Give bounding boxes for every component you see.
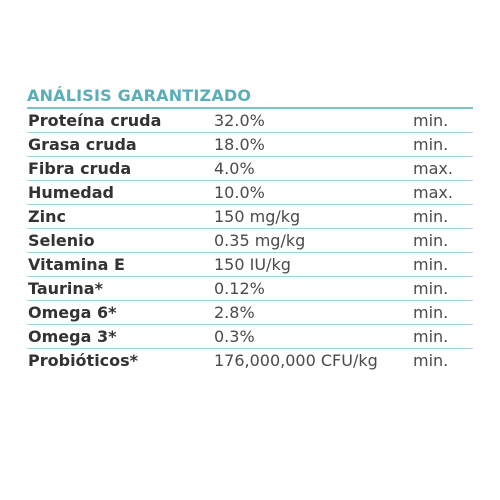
analysis-title: ANÁLISIS GARANTIZADO (27, 86, 252, 105)
nutrient-value: 0.35 mg/kg (214, 231, 306, 250)
nutrient-qualifier: min. (413, 207, 449, 226)
nutrient-name: Selenio (28, 231, 95, 250)
nutrient-qualifier: min. (413, 351, 449, 370)
nutrient-value: 32.0% (214, 111, 265, 130)
table-row: Probióticos* 176,000,000 CFU/kg min. (27, 349, 473, 372)
nutrient-qualifier: max. (413, 159, 453, 178)
table-row: Taurina* 0.12% min. (27, 277, 473, 301)
table-row: Proteína cruda 32.0% min. (27, 109, 473, 133)
nutrient-qualifier: min. (413, 327, 449, 346)
nutrient-qualifier: min. (413, 231, 449, 250)
nutrient-qualifier: max. (413, 183, 453, 202)
nutrient-name: Humedad (28, 183, 115, 202)
table-row: Omega 6* 2.8% min. (27, 301, 473, 325)
nutrient-value: 0.3% (214, 327, 255, 346)
nutrient-name: Probióticos* (28, 351, 139, 370)
nutrient-value: 150 IU/kg (214, 255, 291, 274)
nutrient-qualifier: min. (413, 255, 449, 274)
nutrient-qualifier: min. (413, 135, 449, 154)
table-row: Fibra cruda 4.0% max. (27, 157, 473, 181)
nutrient-name: Vitamina E (28, 255, 125, 274)
table-row: Vitamina E 150 IU/kg min. (27, 253, 473, 277)
table-row: Humedad 10.0% max. (27, 181, 473, 205)
nutrient-value: 10.0% (214, 183, 265, 202)
nutrient-value: 176,000,000 CFU/kg (214, 351, 378, 370)
nutrient-value: 0.12% (214, 279, 265, 298)
nutrient-value: 4.0% (214, 159, 255, 178)
nutrient-name: Fibra cruda (28, 159, 132, 178)
analysis-table: Proteína cruda 32.0% min. Grasa cruda 18… (27, 107, 473, 372)
nutrient-value: 150 mg/kg (214, 207, 301, 226)
table-row: Selenio 0.35 mg/kg min. (27, 229, 473, 253)
nutrient-qualifier: min. (413, 111, 449, 130)
nutrient-value: 18.0% (214, 135, 265, 154)
nutrient-name: Grasa cruda (28, 135, 137, 154)
nutrient-name: Taurina* (28, 279, 103, 298)
table-row: Grasa cruda 18.0% min. (27, 133, 473, 157)
nutrient-name: Omega 6* (28, 303, 117, 322)
nutrient-value: 2.8% (214, 303, 255, 322)
table-row: Zinc 150 mg/kg min. (27, 205, 473, 229)
nutrient-qualifier: min. (413, 279, 449, 298)
nutrient-name: Zinc (28, 207, 66, 226)
nutrient-qualifier: min. (413, 303, 449, 322)
table-row: Omega 3* 0.3% min. (27, 325, 473, 349)
nutrient-name: Omega 3* (28, 327, 117, 346)
nutrient-name: Proteína cruda (28, 111, 162, 130)
guaranteed-analysis-panel: ANÁLISIS GARANTIZADO Proteína cruda 32.0… (27, 85, 473, 372)
